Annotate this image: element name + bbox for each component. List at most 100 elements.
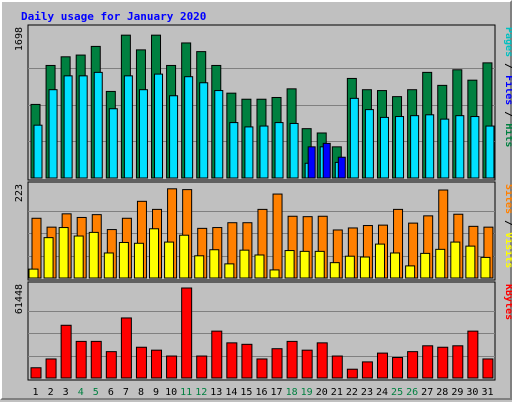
legend-mid: Sites / Visits: [503, 184, 512, 268]
bar-kbytes-day11: [181, 287, 193, 379]
bar-kbytes-day6: [105, 351, 117, 379]
chart-title: Daily usage for January 2020: [21, 10, 206, 23]
bar-files-day25: [395, 116, 405, 179]
bar-files-day8: [138, 89, 148, 179]
bar-kbytes-day19: [301, 349, 313, 379]
bar-files-day14: [229, 122, 239, 179]
bar-kbytes-day31: [482, 358, 494, 379]
bar-kbytes-day22: [346, 368, 358, 379]
bar-files-day11: [184, 76, 194, 179]
bar-sites-day23: [359, 256, 370, 279]
bar-files-day4: [78, 75, 88, 179]
legend-entry: /: [503, 57, 512, 75]
bar-sites-day9: [149, 228, 160, 279]
bar-sites-day1: [28, 268, 39, 279]
bar-kbytes-day8: [135, 346, 147, 379]
bar-files-day9: [154, 73, 164, 179]
ymax-label-mid: 223: [14, 184, 25, 202]
bar-kbytes-day23: [361, 361, 373, 379]
bar-sites-day12: [194, 255, 205, 279]
bar-sites-day26: [405, 265, 416, 279]
legend-entry: Hits: [503, 123, 512, 147]
bar-sites-day17: [269, 269, 280, 279]
x-tick-label: 24: [376, 387, 388, 398]
x-tick-label: 31: [481, 387, 493, 398]
x-tick-label: 25: [391, 387, 403, 398]
legend-entry: /: [503, 105, 512, 123]
bar-sites-day31: [480, 256, 491, 279]
ymax-label-top: 1698: [14, 27, 25, 51]
bar-kbytes-day10: [166, 355, 178, 379]
bar-files-day6: [108, 108, 118, 179]
bar-sites-day7: [118, 241, 129, 279]
bar-files-day31: [485, 125, 495, 179]
bar-sites-day15: [239, 249, 250, 279]
bar-sites-day10: [164, 241, 175, 279]
bar-sites-day18: [284, 250, 295, 279]
legend-top: Pages / Files / Hits: [503, 27, 512, 147]
bar-sites-day19: [299, 250, 310, 279]
bar-sites-day22: [344, 255, 355, 279]
x-tick-label: 28: [436, 387, 448, 398]
bar-kbytes-day3: [60, 324, 72, 379]
bar-kbytes-day14: [226, 342, 238, 379]
x-tick-label: 23: [361, 387, 373, 398]
x-tick-label: 15: [240, 387, 252, 398]
bar-sites-day27: [420, 252, 431, 279]
bar-files-day24: [379, 116, 389, 179]
bar-files-day18: [289, 122, 299, 179]
bar-files-day2: [48, 89, 58, 179]
bar-pages-day19: [307, 146, 316, 179]
bar-kbytes-day17: [271, 348, 283, 379]
bar-kbytes-day18: [286, 340, 298, 379]
bar-files-day17: [274, 122, 284, 179]
x-tick-label: 2: [48, 387, 54, 398]
bar-sites-day29: [450, 241, 461, 279]
x-tick-label: 3: [63, 387, 69, 398]
bar-sites-day5: [88, 231, 99, 279]
x-tick-label: 5: [93, 387, 99, 398]
bar-kbytes-day7: [120, 317, 132, 379]
x-tick-label: 6: [108, 387, 114, 398]
x-tick-label: 10: [165, 387, 177, 398]
bar-sites-day2: [43, 237, 54, 279]
legend-entry: Visits: [503, 232, 512, 268]
bar-files-day23: [364, 109, 374, 179]
bar-files-day5: [93, 71, 103, 179]
legend-entry: Files: [503, 75, 512, 105]
bar-kbytes-day13: [211, 330, 223, 379]
bar-files-day7: [123, 75, 133, 179]
bar-kbytes-day28: [437, 346, 449, 379]
bar-sites-day25: [390, 252, 401, 279]
bar-sites-day14: [224, 263, 235, 279]
bar-sites-day3: [58, 227, 69, 279]
bar-files-day12: [199, 82, 209, 179]
bar-kbytes-day20: [316, 342, 328, 379]
bar-sites-day6: [103, 252, 114, 279]
bar-files-day3: [63, 75, 73, 179]
legend-entry: Pages: [503, 27, 512, 57]
x-tick-label: 12: [195, 387, 207, 398]
bar-sites-day24: [374, 243, 385, 279]
bar-kbytes-day21: [331, 355, 343, 379]
bar-kbytes-day29: [452, 345, 464, 379]
x-tick-label: 26: [406, 387, 418, 398]
bar-files-day29: [455, 115, 465, 179]
bar-sites-day20: [314, 250, 325, 279]
bar-kbytes-day9: [151, 349, 163, 379]
x-tick-label: 19: [301, 387, 313, 398]
legend-entry: /: [503, 214, 512, 232]
x-tick-label: 14: [225, 387, 237, 398]
ymax-label-bot: 61448: [14, 284, 25, 314]
bar-kbytes-day15: [241, 343, 253, 379]
bar-sites-day11: [179, 234, 190, 279]
bar-kbytes-day5: [90, 340, 102, 379]
bar-files-day1: [33, 124, 43, 179]
bar-pages-day21: [337, 156, 346, 179]
bar-files-day10: [169, 95, 179, 179]
bar-kbytes-day25: [392, 356, 404, 379]
x-tick-label: 20: [316, 387, 328, 398]
bar-kbytes-day24: [376, 352, 388, 379]
bar-sites-day16: [254, 254, 265, 279]
